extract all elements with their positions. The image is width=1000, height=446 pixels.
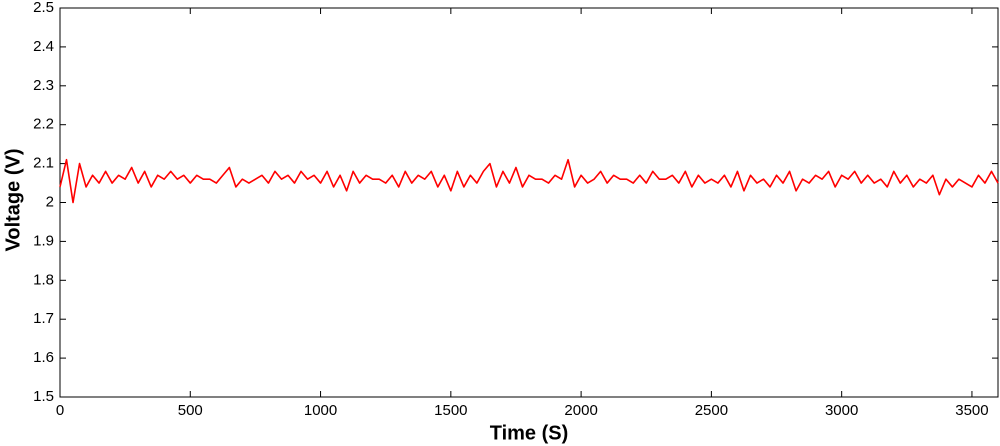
y-tick-label: 1.9 bbox=[33, 232, 54, 249]
x-tick-label: 3000 bbox=[825, 402, 858, 419]
x-tick-label: 1500 bbox=[434, 402, 467, 419]
y-tick-label: 2.2 bbox=[33, 116, 54, 133]
y-tick-label: 2.5 bbox=[33, 0, 54, 16]
y-axis-label: Voltage (V) bbox=[2, 149, 24, 252]
y-tick-label: 2.4 bbox=[33, 38, 54, 55]
x-tick-label: 3500 bbox=[955, 402, 988, 419]
y-tick-label: 1.7 bbox=[33, 310, 54, 327]
y-tick-label: 2.3 bbox=[33, 77, 54, 94]
x-tick-label: 500 bbox=[178, 402, 203, 419]
y-tick-label: 1.5 bbox=[33, 388, 54, 405]
x-tick-label: 0 bbox=[56, 402, 64, 419]
plot-frame bbox=[59, 7, 999, 398]
x-tick-label: 2500 bbox=[695, 402, 728, 419]
x-axis-label: Time (S) bbox=[490, 422, 569, 444]
y-tick-label: 2 bbox=[46, 193, 54, 210]
x-tick-label: 2000 bbox=[564, 402, 597, 419]
y-tick-label: 1.6 bbox=[33, 349, 54, 366]
y-tick-label: 2.1 bbox=[33, 155, 54, 172]
y-tick-label: 1.8 bbox=[33, 271, 54, 288]
data-line bbox=[59, 158, 999, 204]
x-tick-label: 1000 bbox=[304, 402, 337, 419]
